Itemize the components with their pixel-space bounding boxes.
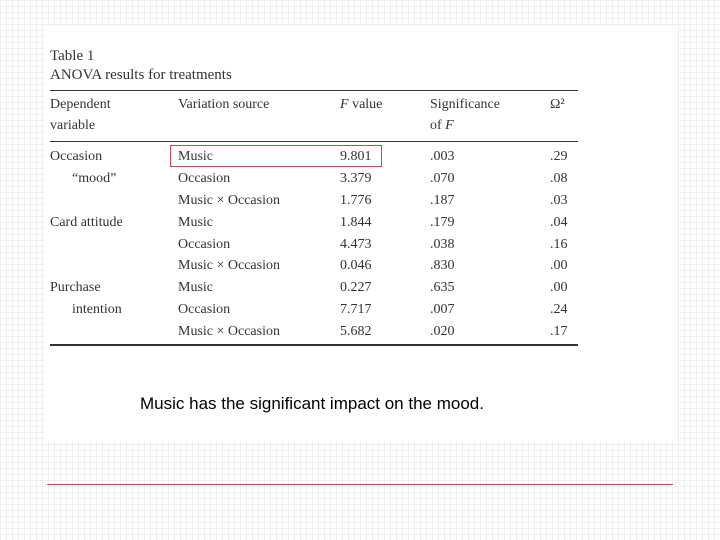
anova-table: Table 1 ANOVA results for treatments Dep… [50, 47, 578, 347]
table-header-row: Dependent variable Variation source F va… [50, 91, 578, 135]
cell-f-value: 5.682 [340, 324, 372, 340]
cell-variation-source: Occasion [178, 236, 231, 252]
table-row: Occasion 4.473 .038 .16 [50, 234, 578, 256]
header-variation-source: Variation source [178, 97, 270, 112]
table-row: Occasion Music 9.801 .003 .29 [50, 145, 578, 168]
slide-note: Music has the significant impact on the … [140, 394, 484, 413]
cell-f-value: 0.227 [340, 280, 372, 296]
header-dependent-variable: Dependent variable [50, 97, 111, 133]
cell-dependent-variable: Purchase [50, 280, 101, 296]
cell-variation-source: Music × Occasion [178, 192, 280, 208]
cell-significance: .007 [430, 302, 455, 318]
table-row: Music × Occasion 1.776 .187 .03 [50, 190, 578, 212]
cell-variation-source: Music [178, 214, 213, 230]
header-significance: Significance of F [430, 97, 500, 133]
cell-dependent-variable: “mood” [72, 170, 117, 186]
table-row: Music × Occasion 0.046 .830 .00 [50, 255, 578, 277]
cell-f-value: 9.801 [340, 149, 372, 164]
cell-omega: .24 [550, 302, 568, 318]
table-title: Table 1 [50, 48, 95, 64]
cell-omega: .04 [550, 214, 568, 230]
cell-significance: .038 [430, 236, 455, 252]
table-bottom-rule [50, 344, 578, 347]
cell-omega: .17 [550, 324, 568, 340]
cell-significance: .187 [430, 192, 455, 208]
cell-significance: .179 [430, 214, 455, 230]
cell-dependent-variable: Card attitude [50, 214, 123, 230]
cell-variation-source: Music [178, 149, 213, 164]
cell-f-value: 4.473 [340, 236, 372, 252]
table-body: Occasion Music 9.801 .003 .29 “mood” Occasion 3… [50, 142, 578, 343]
cell-variation-source: Music × Occasion [178, 258, 280, 274]
cell-f-value: 0.046 [340, 258, 372, 274]
table-row: intention Occasion 7.717 .007 .24 [50, 299, 578, 321]
cell-significance: .830 [430, 258, 455, 274]
table-header-rule [50, 141, 578, 142]
cell-f-value: 7.717 [340, 302, 372, 318]
cell-dependent-variable: intention [72, 302, 122, 318]
cell-variation-source: Music × Occasion [178, 324, 280, 340]
table-subtitle: ANOVA results for treatments [50, 67, 232, 83]
cell-dependent-variable: Occasion [50, 149, 103, 164]
slide-panel [44, 26, 678, 442]
header-omega: Ω² [550, 97, 565, 112]
table-top-rule [50, 90, 578, 91]
highlight-box [170, 145, 382, 167]
cell-variation-source: Occasion [178, 302, 231, 318]
table-row: Music × Occasion 5.682 .020 .17 [50, 321, 578, 343]
table-row: Card attitude Music 1.844 .179 .04 [50, 212, 578, 234]
cell-significance: .003 [430, 149, 455, 164]
table-row: “mood” Occasion 3.379 .070 .08 [50, 168, 578, 190]
cell-significance: .070 [430, 170, 455, 186]
table-row: Purchase Music 0.227 .635 .00 [50, 277, 578, 299]
cell-variation-source: Occasion [178, 170, 231, 186]
cell-omega: .16 [550, 236, 568, 252]
cell-f-value: 1.844 [340, 214, 372, 230]
cell-f-value: 3.379 [340, 170, 372, 186]
cell-omega: .00 [550, 258, 568, 274]
header-f-value: F value [340, 97, 383, 112]
cell-omega: .03 [550, 192, 568, 208]
cell-variation-source: Music [178, 280, 213, 296]
cell-significance: .635 [430, 280, 455, 296]
cell-significance: .020 [430, 324, 455, 340]
cell-omega: .08 [550, 170, 568, 186]
footer-divider [47, 484, 673, 485]
cell-omega: .00 [550, 280, 568, 296]
cell-omega: .29 [550, 149, 568, 164]
cell-f-value: 1.776 [340, 192, 372, 208]
